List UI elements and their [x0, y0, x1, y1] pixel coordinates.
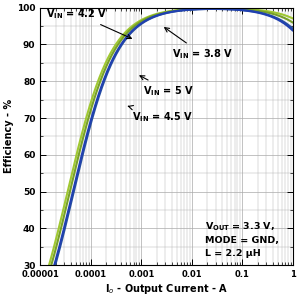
Text: V$_{\mathregular{IN}}$ = 4.2 V: V$_{\mathregular{IN}}$ = 4.2 V	[46, 7, 131, 39]
Text: V$_{\mathregular{IN}}$ = 4.5 V: V$_{\mathregular{IN}}$ = 4.5 V	[128, 106, 193, 124]
Y-axis label: Efficiency - %: Efficiency - %	[4, 99, 14, 173]
Text: V$_{\mathregular{IN}}$ = 5 V: V$_{\mathregular{IN}}$ = 5 V	[140, 76, 194, 98]
X-axis label: I$_o$ - Output Current - A: I$_o$ - Output Current - A	[105, 282, 228, 296]
Text: V$_{\mathregular{IN}}$ = 3.8 V: V$_{\mathregular{IN}}$ = 3.8 V	[165, 28, 233, 61]
Text: V$_{\mathregular{OUT}}$ = 3.3 V,
MODE = GND,
L = 2.2 μH: V$_{\mathregular{OUT}}$ = 3.3 V, MODE = …	[205, 220, 279, 258]
